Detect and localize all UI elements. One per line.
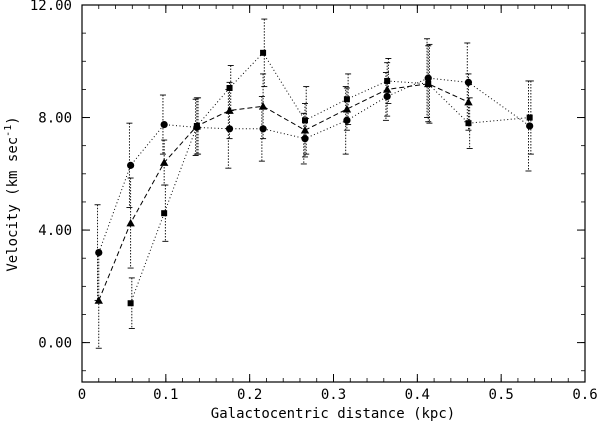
- data-point-square: [425, 80, 432, 87]
- x-tick-label: 0.2: [237, 387, 262, 403]
- data-point-square: [301, 117, 308, 124]
- x-tick-label: 0: [78, 387, 86, 403]
- data-point-circle: [301, 135, 309, 143]
- series-line: [98, 77, 530, 253]
- series-layer: [94, 18, 534, 349]
- data-point-circle: [343, 116, 351, 124]
- series-line: [130, 51, 530, 304]
- y-tick-label: 12.00: [30, 0, 72, 14]
- data-point-triangle: [94, 296, 103, 304]
- y-axis-label-main: Velocity (km sec: [5, 137, 21, 272]
- series-square: [127, 18, 534, 329]
- data-point-square: [526, 114, 533, 121]
- data-point-square: [384, 77, 391, 84]
- x-tick-label: 0.1: [153, 387, 178, 403]
- data-point-circle: [424, 74, 432, 82]
- series-line: [98, 83, 469, 301]
- x-tick-label: 0.3: [321, 387, 346, 403]
- y-axis-label-close: ): [5, 116, 21, 124]
- x-tick-label: 0.4: [405, 387, 430, 403]
- data-point-square: [161, 210, 168, 217]
- y-tick-label: 0.00: [38, 336, 72, 352]
- data-point-square: [343, 96, 350, 103]
- data-point-square: [260, 49, 267, 56]
- data-point-triangle: [382, 85, 392, 93]
- data-point-triangle: [300, 125, 310, 134]
- data-point-triangle: [126, 218, 135, 227]
- data-point-circle: [160, 120, 168, 129]
- data-point-square: [193, 122, 200, 129]
- x-axis-label: Galactocentric distance (kpc): [211, 406, 455, 422]
- data-point-triangle: [159, 158, 169, 166]
- tick-layer: 0 0.1 0.2 0.3 0.4 0.5 0.6 0.00 4.00 8.00 12.00: [30, 0, 598, 403]
- data-point-square: [127, 300, 134, 307]
- x-tick-label: 0.5: [489, 387, 514, 403]
- y-axis-label-superscript: -1: [3, 125, 14, 137]
- data-point-circle: [464, 78, 473, 86]
- y-tick-label: 8.00: [38, 111, 72, 127]
- data-point-triangle: [258, 102, 268, 110]
- data-point-circle: [127, 161, 135, 169]
- data-point-circle: [526, 122, 534, 130]
- data-point-triangle: [342, 104, 352, 113]
- data-point-square: [465, 120, 472, 127]
- series-triangle: [94, 45, 473, 349]
- data-point-triangle: [464, 97, 473, 106]
- y-tick-label: 4.00: [38, 223, 72, 239]
- y-axis-label: Velocity (km sec-1): [3, 116, 21, 271]
- x-tick-label: 0.6: [572, 387, 597, 403]
- data-point-square: [226, 84, 233, 91]
